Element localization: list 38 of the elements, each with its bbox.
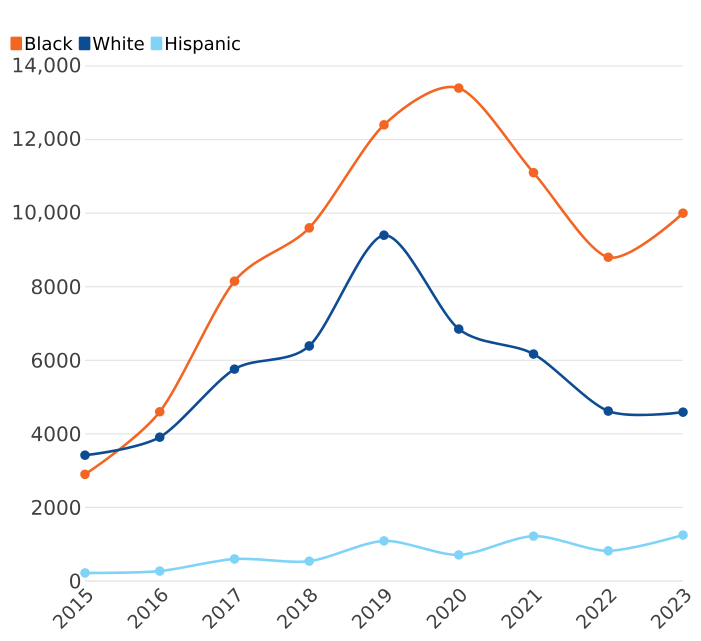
point [528,531,538,541]
y-tick-label: 0 [70,573,80,589]
y-tick-label: 4000 [32,426,80,442]
y-tick-label: 10,000 [14,204,80,222]
point [678,407,688,417]
y-tick-label: 8000 [32,279,80,294]
point [230,364,240,374]
y-tick-label: 6000 [32,352,80,368]
legend-label: Black [26,36,73,50]
point [304,556,314,566]
point [230,554,240,564]
point [528,349,538,359]
point [154,432,165,442]
point [678,208,688,218]
point [379,230,389,240]
point [678,530,688,540]
point [603,546,614,556]
point [154,566,165,576]
point [80,568,90,578]
point [304,341,314,351]
point [603,252,614,262]
point [230,276,240,286]
point [528,168,538,178]
point [154,406,165,417]
point [80,450,90,460]
point [379,536,389,546]
point [379,120,389,130]
point [454,324,464,334]
point [454,550,464,560]
y-tick-label: 2000 [32,500,80,515]
point [454,83,464,93]
y-tick-label: 14,000 [14,57,80,75]
point [304,223,314,233]
legend-label: White [92,36,144,50]
point [80,470,90,480]
point [603,406,614,416]
y-tick-label: 12,000 [14,130,80,148]
legend-label: Hispanic [166,36,240,54]
